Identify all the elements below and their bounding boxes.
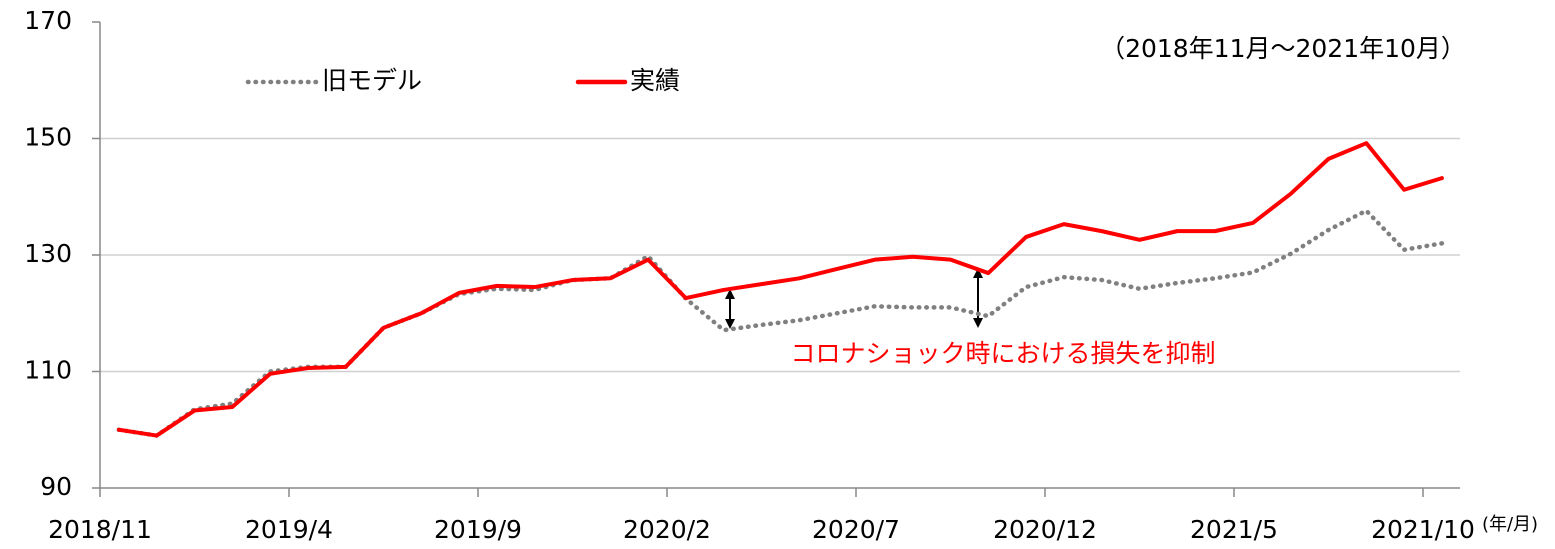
x-tick-label: 2021/5 [1190, 515, 1278, 544]
y-tick-label: 130 [24, 239, 72, 268]
x-tick-label: 2018/11 [48, 515, 152, 544]
annotation: コロナショック時における損失を抑制 [790, 339, 1215, 368]
x-tick-label: 2020/12 [993, 515, 1097, 544]
series-line [116, 208, 1445, 438]
subtitle: （2018年11月～2021年10月） [1100, 34, 1466, 63]
x-tick-label: 2021/10 [1371, 515, 1475, 544]
y-tick-label: 170 [24, 6, 72, 35]
legend-label: 実績 [630, 66, 680, 95]
x-tick-label: 2019/4 [245, 515, 333, 544]
x-tick-label: 2020/7 [812, 515, 900, 544]
y-tick-label: 90 [40, 472, 72, 501]
y-tick-label: 150 [24, 123, 72, 152]
y-tick-label: 110 [24, 356, 72, 385]
x-tick-label: 2019/9 [434, 515, 522, 544]
legend-label: 旧モデル [322, 66, 422, 95]
series-line [116, 141, 1444, 438]
x-tick-label: 2020/2 [623, 515, 711, 544]
x-axis-label: (年/月) [1482, 514, 1538, 535]
